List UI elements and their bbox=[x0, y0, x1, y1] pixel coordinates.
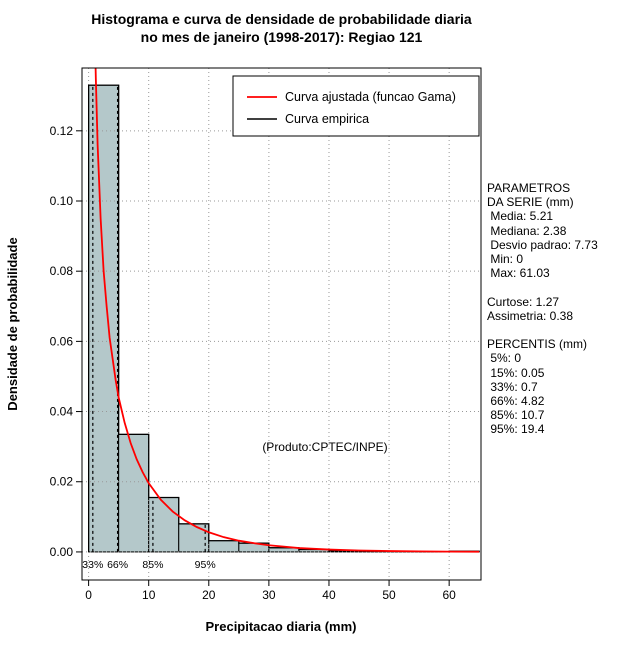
histogram-bar bbox=[178, 523, 210, 553]
stats-line: PARAMETROS bbox=[487, 181, 571, 195]
stats-line: 95%: 19.4 bbox=[487, 422, 545, 437]
y-tick-label: 0.06 bbox=[50, 334, 74, 348]
y-tick-label: 0.08 bbox=[50, 264, 74, 278]
histogram-bars bbox=[88, 84, 480, 553]
histogram-bar bbox=[148, 497, 180, 553]
x-tick-label: 40 bbox=[322, 588, 336, 602]
x-tick-label: 50 bbox=[382, 588, 396, 602]
percentile-label: 95% bbox=[195, 559, 216, 571]
x-tick-label: 30 bbox=[262, 588, 276, 602]
y-tick-label: 0.10 bbox=[50, 194, 74, 208]
y-tick-label: 0.04 bbox=[50, 405, 74, 419]
stats-line: Desvio padrao: 7.73 bbox=[487, 237, 598, 252]
y-tick-label: 0.00 bbox=[50, 545, 74, 559]
y-tick-label: 0.02 bbox=[50, 475, 74, 489]
percentile-lines: 33% 66% 85% 95% bbox=[82, 85, 216, 571]
stats-line: 15%: 0.05 bbox=[487, 365, 545, 380]
legend-label-fitted: Curva ajustada (funcao Gama) bbox=[285, 90, 456, 104]
fitted-gamma-curve bbox=[94, 68, 480, 553]
stats-line: Max: 61.03 bbox=[487, 266, 550, 281]
stats-line: PERCENTIS (mm) bbox=[487, 337, 587, 352]
percentile-label: 33% bbox=[82, 559, 103, 571]
stats-line: Assimetria: 0.38 bbox=[487, 308, 574, 323]
chart-title: Histograma e curva de densidade de proba… bbox=[0, 10, 563, 46]
chart-title-line1: Histograma e curva de densidade de proba… bbox=[91, 11, 472, 27]
stats-line: 66%: 4.82 bbox=[487, 394, 545, 409]
x-axis-label: Precipitacao diaria (mm) bbox=[206, 619, 357, 634]
stats-line: 33%: 0.7 bbox=[487, 379, 538, 394]
product-annotation: (Produto:CPTEC/INPE) bbox=[262, 440, 387, 454]
x-tick-label: 60 bbox=[442, 588, 456, 602]
histogram-bar bbox=[208, 540, 240, 553]
x-tick-label: 0 bbox=[85, 588, 92, 602]
stats-line: DA SERIE (mm) bbox=[487, 195, 574, 210]
percentile-label: 66% bbox=[107, 559, 128, 571]
stats-line bbox=[487, 323, 598, 337]
legend-label-empirical: Curva empirica bbox=[285, 112, 369, 126]
y-tick-label: 0.12 bbox=[50, 124, 74, 138]
y-axis-ticks: 0.00 0.02 0.04 0.06 0.08 0.10 0.12 bbox=[50, 124, 82, 559]
y-axis-label: Densidade de probabilidade bbox=[5, 237, 20, 410]
histogram-bar bbox=[88, 84, 120, 553]
stats-line: Min: 0 bbox=[487, 252, 524, 267]
stats-panel: PARAMETROS DA SERIE (mm) Media: 5.21 Medi… bbox=[487, 181, 598, 437]
stats-line: Mediana: 2.38 bbox=[487, 223, 567, 238]
percentile-label: 85% bbox=[142, 559, 163, 571]
stats-line bbox=[487, 280, 598, 294]
chart-title-line2: no mes de janeiro (1998-2017): Regiao 12… bbox=[140, 29, 423, 45]
plot-border bbox=[81, 67, 482, 581]
x-axis-ticks: 0 10 20 30 40 50 60 bbox=[85, 580, 456, 602]
legend: Curva ajustada (funcao Gama) Curva empir… bbox=[232, 75, 480, 137]
stats-line: Curtose: 1.27 bbox=[487, 294, 560, 309]
x-tick-label: 20 bbox=[202, 588, 216, 602]
stats-line: 85%: 10.7 bbox=[487, 408, 545, 423]
x-tick-label: 10 bbox=[142, 588, 156, 602]
legend-box bbox=[232, 75, 480, 137]
stats-line: Media: 5.21 bbox=[487, 209, 554, 224]
stats-line: 5%: 0 bbox=[487, 351, 522, 366]
